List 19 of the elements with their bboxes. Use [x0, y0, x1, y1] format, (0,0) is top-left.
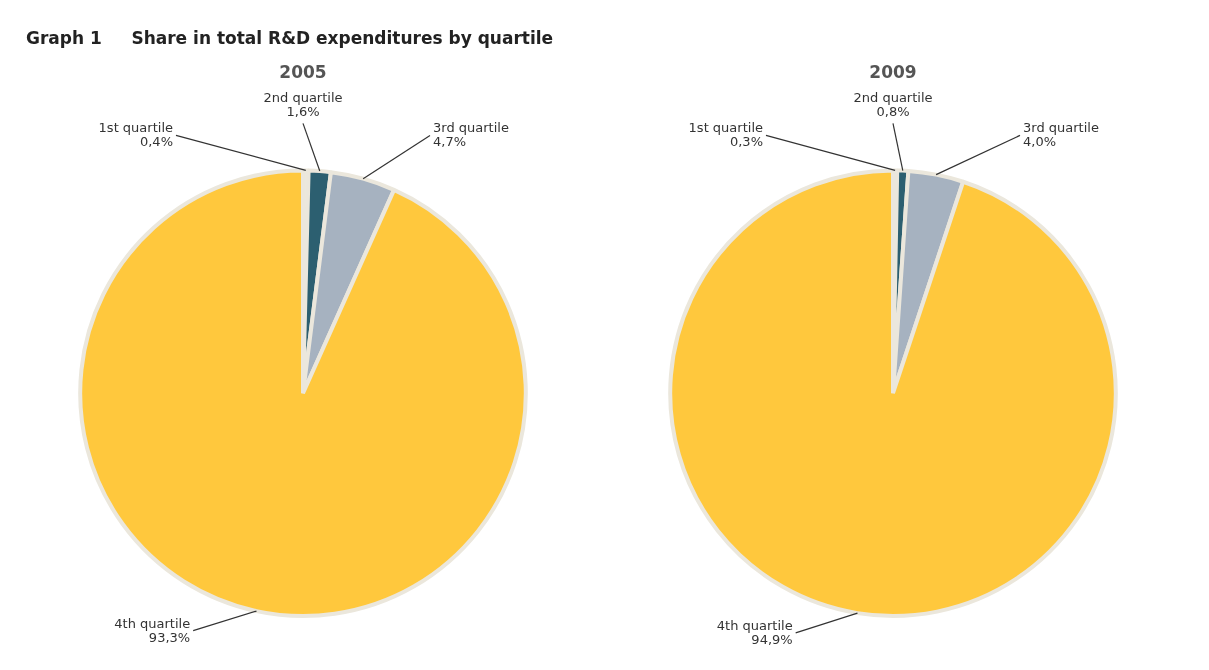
slice-label: 4th quartile	[716, 617, 793, 633]
data-label: 0,8%	[876, 104, 910, 120]
data-label: 4,7%	[433, 134, 467, 150]
data-label: 0,3%	[729, 134, 763, 150]
chart-title: 2009	[869, 61, 917, 82]
data-label: 1,6%	[286, 104, 320, 120]
data-label: 0,4%	[139, 134, 173, 150]
slice-label: 2nd quartile	[263, 90, 343, 106]
chart-title: 2005	[279, 61, 327, 82]
slice-label: 4th quartile	[114, 615, 191, 631]
slice-label: 3rd quartile	[433, 120, 509, 136]
data-label: 4,0%	[1023, 134, 1057, 150]
slice-label: 2nd quartile	[853, 90, 933, 106]
caption: Graph 1 Share in total R&D expenditures by quartile	[25, 27, 555, 48]
data-label: 94,9%	[751, 631, 793, 647]
slice-label: 3rd quartile	[1023, 120, 1099, 136]
data-label: 93,3%	[148, 629, 191, 645]
slice-label: 1st quartile	[98, 120, 173, 136]
slice-label: 1st quartile	[688, 120, 763, 136]
